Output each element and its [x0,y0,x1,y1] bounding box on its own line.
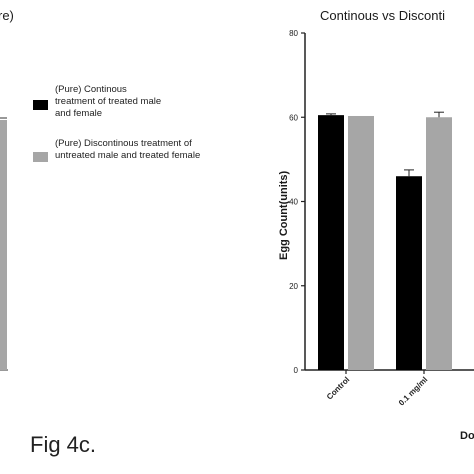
legend-swatch-discontinous [33,152,48,162]
legend-label-discontinous: (Pure) Discontinous treatment of untreat… [55,138,201,161]
legend-label-continous: (Pure) Continous treatment of treated ma… [55,84,162,119]
x-tick-label: 0.1 mg/ml [397,375,429,407]
chart-title: Continous vs Disconti [320,8,445,23]
figure-label: Fig 4c. [30,432,97,457]
y-tick-label: 60 [289,113,298,122]
bar [318,115,344,370]
bar [396,176,422,370]
bar [426,117,452,370]
y-tick-label: 40 [289,198,298,207]
chart-bars [318,111,452,370]
y-tick-label: 0 [294,366,299,375]
left-chart-remnant [0,117,8,371]
x-tick-label: Control [325,375,351,401]
legend-swatch-continous [33,100,48,110]
bar [348,115,374,370]
x-axis-label-fragment: Do [460,430,474,442]
left-chart-title-fragment: re) [0,8,14,23]
y-tick-label: 20 [289,282,298,291]
y-tick-label: 80 [289,29,298,38]
